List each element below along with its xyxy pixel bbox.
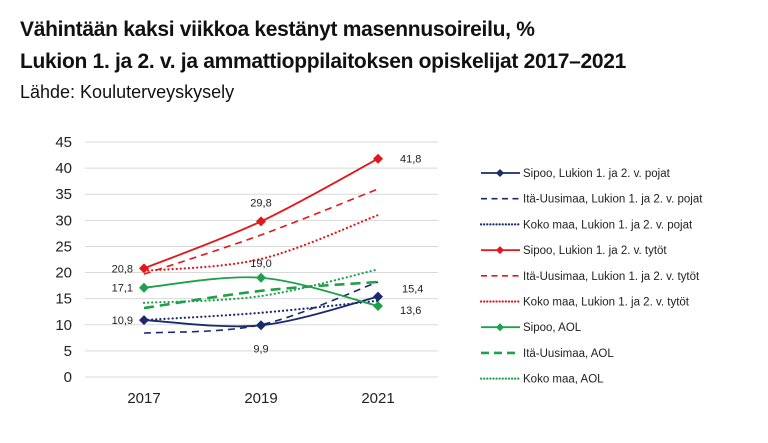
y-tick-label: 40 <box>55 160 72 177</box>
data-label: 15,4 <box>402 284 423 296</box>
data-point-marker <box>373 153 383 164</box>
data-point-marker <box>373 291 383 302</box>
legend-label: Sipoo, AOL <box>523 322 582 334</box>
legend-label: Itä-Uusimaa, AOL <box>523 348 614 360</box>
y-tick-label: 45 <box>55 134 72 151</box>
legend-label: Sipoo, Lukion 1. ja 2. v. pojat <box>523 168 671 180</box>
series-line <box>142 214 380 273</box>
legend-marker <box>496 246 504 255</box>
series-line <box>143 280 379 310</box>
data-point-marker <box>139 263 149 274</box>
legend-label: Koko maa, Lukion 1. ja 2. v. pojat <box>523 219 693 231</box>
legend-label: Koko maa, AOL <box>523 374 604 386</box>
legend-label: Itä-Uusimaa, Lukion 1. ja 2. v. tytöt <box>523 271 700 283</box>
x-tick-label: 2019 <box>244 390 277 407</box>
legend-marker <box>496 169 504 177</box>
data-label: 13,6 <box>400 305 421 317</box>
data-label: 41,8 <box>400 154 421 166</box>
y-tick-label: 35 <box>55 186 72 203</box>
y-tick-label: 25 <box>55 238 72 255</box>
x-tick-label: 2021 <box>361 390 394 407</box>
series-line <box>143 188 379 275</box>
data-point-marker <box>139 315 149 326</box>
y-tick-label: 15 <box>55 291 72 308</box>
legend-label: Sipoo, Lukion 1. ja 2. v. tytöt <box>523 245 667 257</box>
data-label: 10,9 <box>112 315 133 327</box>
legend-label: Itä-Uusimaa, Lukion 1. ja 2. v. pojat <box>523 194 703 206</box>
y-tick-label: 20 <box>55 265 72 282</box>
data-point-marker <box>256 320 266 331</box>
data-label: 20,8 <box>112 263 133 275</box>
chart-subtitle: Lukion 1. ja 2. v. ja ammattioppilaitoks… <box>20 50 627 73</box>
data-point-marker <box>256 272 266 283</box>
data-label: 29,8 <box>250 197 271 209</box>
chart-source: Lähde: Kouluterveyskysely <box>20 82 235 102</box>
data-point-marker <box>373 300 383 311</box>
series-line <box>143 157 379 270</box>
data-label: 9,9 <box>253 343 268 355</box>
chart-title: Vähintään kaksi viikkoa kestänyt masennu… <box>20 18 535 41</box>
data-point-marker <box>256 216 266 227</box>
data-point-marker <box>139 282 149 293</box>
y-tick-label: 30 <box>55 212 72 229</box>
data-label: 17,1 <box>112 283 133 295</box>
y-tick-label: 10 <box>55 317 72 334</box>
legend-marker <box>496 323 504 332</box>
y-tick-label: 5 <box>64 343 72 360</box>
x-tick-label: 2017 <box>127 390 160 407</box>
data-label: 19,0 <box>250 258 271 270</box>
y-tick-label: 0 <box>64 369 72 386</box>
series-line <box>142 268 380 304</box>
series-line <box>143 281 379 334</box>
legend-label: Koko maa, Lukion 1. ja 2. v. tytöt <box>523 297 690 309</box>
